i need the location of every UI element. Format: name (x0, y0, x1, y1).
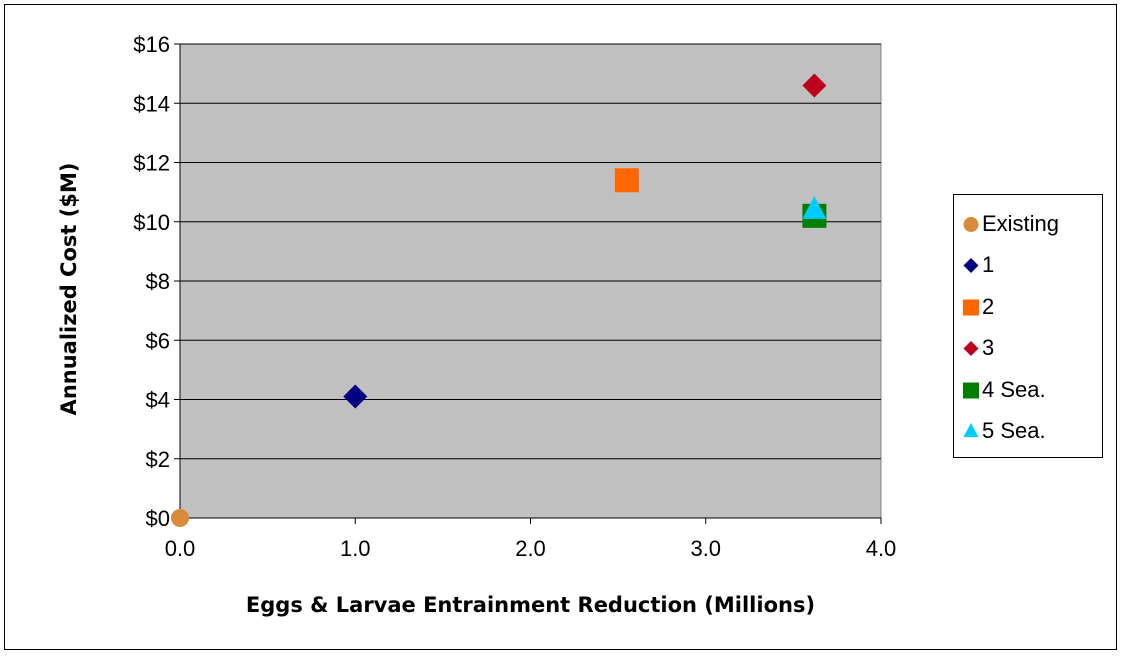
legend-item: 2 (962, 286, 1102, 328)
y-axis-title: Annualized Cost ($M) (57, 163, 81, 416)
x-tick-label: 3.0 (690, 536, 721, 561)
y-tick-label: $2 (146, 447, 170, 472)
x-tick-label: 2.0 (515, 536, 546, 561)
series-5-sea-point (802, 196, 827, 219)
legend-label: 5 Sea. (982, 418, 1046, 444)
x-tick-label: 0.0 (165, 536, 196, 561)
legend-label: Existing (982, 210, 1060, 236)
y-tick-label: $6 (146, 328, 170, 353)
legend-item: 4 Sea. (962, 369, 1102, 411)
x-tick-label: 4.0 (866, 536, 897, 561)
legend-marker-shape (963, 423, 979, 438)
legend-label: 1 (982, 252, 995, 278)
series-2-point (614, 168, 639, 193)
y-tick-label: $14 (133, 91, 170, 116)
y-tick-label: $0 (146, 506, 170, 531)
series-existing-point (171, 509, 189, 527)
y-tick-label: $10 (133, 210, 170, 235)
legend-item: 1 (962, 245, 1102, 287)
legend-marker-shape (963, 382, 979, 399)
legend-item: Existing (962, 203, 1102, 245)
legend-marker-diamond (963, 258, 979, 274)
legend-label: 2 (982, 293, 995, 319)
chart-legend: Existing 1 2 3 4 Sea. 5 Sea. (953, 194, 1103, 458)
series-3-point (802, 73, 827, 98)
y-tick-label: $16 (133, 32, 170, 57)
legend-marker-shape (963, 341, 979, 357)
y-tick-label: $8 (146, 269, 170, 294)
legend-marker-square (963, 299, 979, 316)
x-tick-label: 1.0 (340, 536, 371, 561)
legend-label: 3 (982, 335, 995, 361)
legend-marker-shape (963, 216, 979, 232)
x-axis-title: Eggs & Larvae Entrainment Reduction (Mil… (246, 593, 815, 617)
y-tick-label: $4 (146, 388, 170, 413)
legend-marker-square (963, 382, 979, 399)
legend-label: 4 Sea. (982, 376, 1046, 402)
legend-marker-circle (963, 216, 979, 232)
legend-item: 3 (962, 328, 1102, 370)
y-tick-label: $12 (133, 151, 170, 176)
legend-marker-diamond (963, 341, 979, 357)
legend-item: 5 Sea. (962, 411, 1102, 453)
legend-marker-shape (963, 258, 979, 274)
legend-marker-shape (963, 299, 979, 316)
legend-marker-triangle (963, 423, 979, 438)
series-1-point (343, 384, 368, 409)
